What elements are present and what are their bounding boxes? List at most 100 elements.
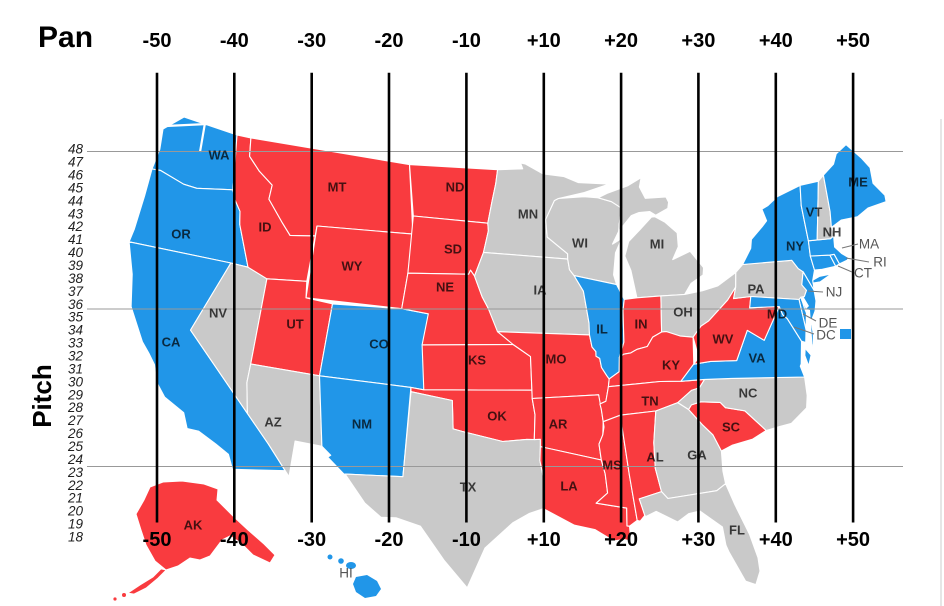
svg-text:24: 24 (67, 452, 83, 467)
svg-text:NY: NY (786, 238, 804, 253)
svg-text:PA: PA (747, 281, 765, 296)
svg-text:UT: UT (286, 316, 303, 331)
svg-text:IN: IN (635, 316, 648, 331)
svg-text:NM: NM (352, 416, 372, 431)
svg-text:32: 32 (68, 348, 84, 363)
svg-text:+30: +30 (681, 30, 715, 52)
svg-text:ND: ND (446, 179, 465, 194)
svg-text:SD: SD (444, 241, 462, 256)
svg-text:38: 38 (68, 271, 84, 286)
svg-text:25: 25 (67, 439, 84, 454)
svg-text:+40: +40 (759, 30, 793, 52)
svg-text:21: 21 (67, 491, 83, 506)
svg-text:-20: -20 (375, 30, 404, 52)
svg-text:+50: +50 (836, 30, 870, 52)
svg-text:35: 35 (68, 310, 84, 325)
svg-text:+40: +40 (759, 529, 793, 551)
svg-text:OK: OK (487, 408, 507, 423)
svg-text:AZ: AZ (264, 414, 281, 429)
svg-text:MI: MI (650, 236, 664, 251)
svg-text:+10: +10 (527, 30, 561, 52)
svg-text:CA: CA (162, 334, 181, 349)
svg-text:41: 41 (68, 232, 83, 247)
svg-text:37: 37 (68, 284, 84, 299)
svg-text:DE: DE (819, 316, 838, 331)
svg-text:SC: SC (722, 419, 741, 434)
svg-text:MO: MO (546, 351, 567, 366)
svg-text:43: 43 (68, 206, 84, 221)
svg-text:+50: +50 (836, 529, 870, 551)
svg-text:19: 19 (68, 517, 84, 532)
svg-text:47: 47 (68, 154, 84, 169)
svg-text:Pan: Pan (38, 21, 93, 54)
svg-text:+10: +10 (527, 529, 561, 551)
svg-text:WA: WA (209, 147, 231, 162)
svg-text:CO: CO (369, 336, 389, 351)
svg-text:NV: NV (209, 305, 227, 320)
svg-text:WV: WV (713, 331, 734, 346)
svg-text:29: 29 (67, 387, 84, 402)
svg-text:KS: KS (468, 352, 486, 367)
svg-text:GA: GA (687, 447, 707, 462)
svg-text:TN: TN (641, 393, 658, 408)
svg-text:IL: IL (596, 321, 608, 336)
svg-text:IA: IA (534, 282, 548, 297)
svg-text:20: 20 (67, 504, 84, 519)
svg-text:ID: ID (259, 219, 272, 234)
svg-text:MN: MN (518, 206, 538, 221)
svg-text:KY: KY (662, 357, 680, 372)
svg-text:DC: DC (816, 328, 836, 343)
svg-text:22: 22 (67, 478, 84, 493)
svg-text:-10: -10 (452, 529, 481, 551)
svg-text:ME: ME (848, 174, 868, 189)
svg-text:AL: AL (646, 449, 663, 464)
svg-text:31: 31 (68, 361, 83, 376)
svg-text:40: 40 (68, 245, 84, 260)
svg-text:42: 42 (68, 219, 84, 234)
svg-text:VT: VT (806, 204, 823, 219)
svg-text:45: 45 (68, 180, 84, 195)
svg-text:MD: MD (767, 306, 787, 321)
svg-text:Pitch: Pitch (27, 364, 57, 428)
svg-text:FL: FL (729, 522, 745, 537)
svg-text:MT: MT (328, 179, 347, 194)
svg-text:WY: WY (342, 258, 363, 273)
svg-text:34: 34 (68, 323, 83, 338)
svg-text:AK: AK (184, 517, 203, 532)
svg-text:TX: TX (460, 479, 477, 494)
svg-text:23: 23 (67, 465, 84, 480)
svg-text:MS: MS (602, 457, 622, 472)
svg-text:NC: NC (739, 385, 758, 400)
svg-text:18: 18 (68, 529, 84, 544)
svg-text:-10: -10 (452, 30, 481, 52)
svg-text:+20: +20 (604, 30, 638, 52)
svg-text:28: 28 (67, 400, 84, 415)
svg-text:NJ: NJ (826, 285, 843, 300)
svg-text:-30: -30 (297, 30, 326, 52)
svg-text:MA: MA (859, 237, 879, 252)
svg-text:LA: LA (560, 478, 578, 493)
svg-text:CT: CT (854, 266, 872, 281)
svg-text:-40: -40 (220, 529, 249, 551)
svg-text:39: 39 (68, 258, 84, 273)
svg-text:27: 27 (67, 413, 84, 428)
svg-text:WI: WI (572, 235, 588, 250)
svg-text:26: 26 (67, 426, 84, 441)
svg-text:36: 36 (68, 297, 84, 312)
svg-text:33: 33 (68, 335, 84, 350)
svg-text:-20: -20 (375, 529, 404, 551)
svg-text:VA: VA (748, 350, 766, 365)
svg-text:46: 46 (68, 167, 84, 182)
svg-text:+20: +20 (604, 529, 638, 551)
svg-text:HI: HI (339, 566, 353, 581)
svg-text:OH: OH (673, 304, 693, 319)
svg-text:NH: NH (823, 224, 842, 239)
svg-text:OR: OR (171, 226, 191, 241)
svg-text:-50: -50 (143, 30, 172, 52)
svg-text:30: 30 (68, 374, 84, 389)
svg-text:48: 48 (68, 142, 84, 157)
svg-text:-30: -30 (297, 529, 326, 551)
svg-text:-40: -40 (220, 30, 249, 52)
svg-text:+30: +30 (681, 529, 715, 551)
svg-text:44: 44 (68, 193, 83, 208)
